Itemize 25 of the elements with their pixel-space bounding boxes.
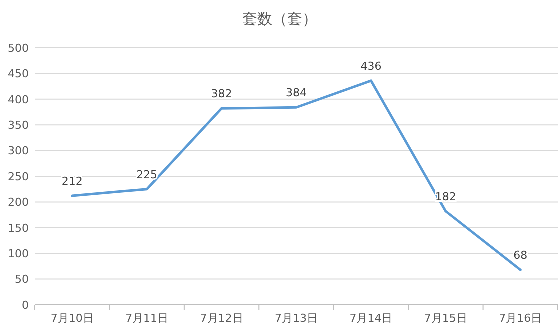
y-tick-label: 0 (22, 298, 29, 312)
x-tick-label: 7月11日 (126, 312, 169, 325)
data-label: 212 (62, 175, 83, 188)
y-tick-label: 100 (8, 247, 29, 260)
y-tick-label: 300 (8, 144, 29, 158)
y-tick-label: 450 (8, 68, 29, 81)
data-label: 68 (514, 249, 528, 262)
x-tick-label: 7月13日 (275, 312, 318, 325)
x-tick-label: 7月12日 (200, 312, 244, 325)
y-tick-label: 350 (8, 118, 29, 132)
x-tick-label: 7月10日 (50, 312, 94, 325)
x-tick-label: 7月16日 (499, 312, 542, 325)
data-label: 225 (136, 168, 158, 182)
y-tick-label: 500 (8, 42, 29, 55)
y-tick-label: 50 (15, 273, 29, 286)
y-tick-label: 400 (8, 93, 29, 106)
data-label: 436 (360, 60, 382, 73)
y-tick-label: 250 (8, 170, 29, 184)
data-label: 382 (211, 88, 232, 101)
x-tick-label: 7月14日 (350, 312, 393, 325)
y-tick-label: 150 (8, 222, 29, 235)
y-tick-label: 200 (8, 196, 29, 210)
x-tick-label: 7月15日 (424, 312, 468, 325)
data-label: 384 (286, 86, 307, 100)
chart-title: 套数（套） (242, 10, 318, 28)
